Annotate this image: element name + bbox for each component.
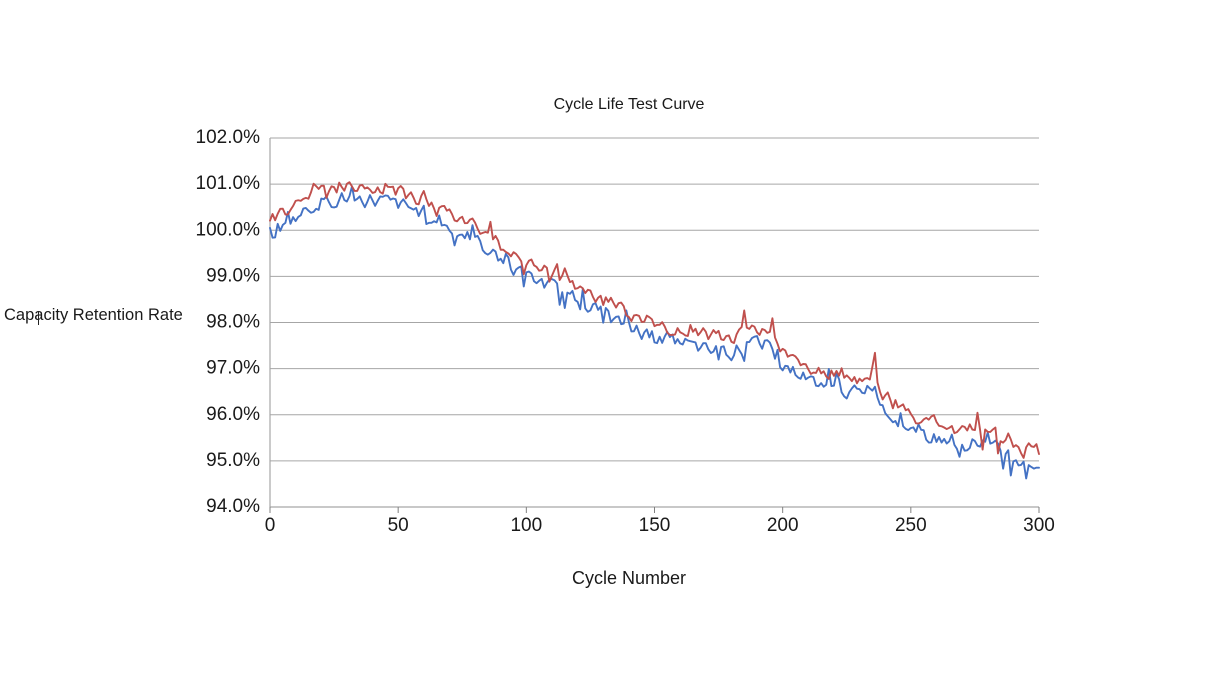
svg-text:100.0%: 100.0%	[196, 219, 261, 240]
svg-text:102.0%: 102.0%	[196, 127, 261, 148]
svg-text:95.0%: 95.0%	[206, 450, 260, 471]
svg-text:99.0%: 99.0%	[206, 265, 260, 286]
svg-text:200: 200	[767, 515, 799, 536]
svg-text:250: 250	[895, 515, 927, 536]
svg-text:300: 300	[1023, 515, 1055, 536]
svg-text:96.0%: 96.0%	[206, 404, 260, 425]
svg-text:0: 0	[265, 515, 276, 536]
svg-text:50: 50	[388, 515, 409, 536]
svg-text:100: 100	[510, 515, 542, 536]
svg-text:97.0%: 97.0%	[206, 358, 260, 379]
svg-text:150: 150	[639, 515, 671, 536]
svg-text:101.0%: 101.0%	[196, 173, 261, 194]
svg-text:94.0%: 94.0%	[206, 496, 260, 517]
svg-text:98.0%: 98.0%	[206, 312, 260, 333]
